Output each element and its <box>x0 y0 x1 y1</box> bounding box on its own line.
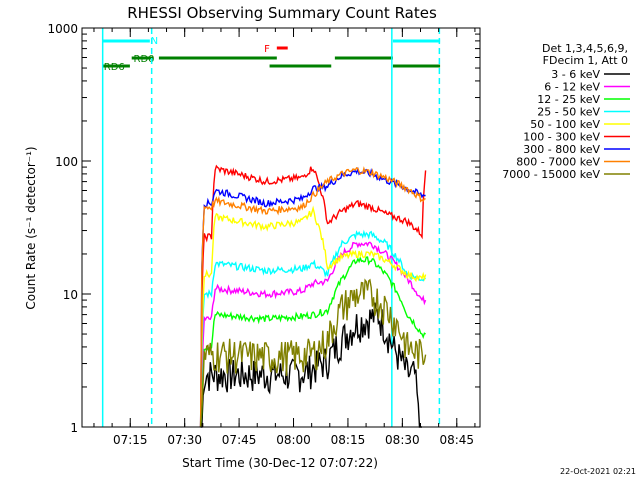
series-line-6 <box>199 166 426 428</box>
state-vlines <box>101 28 441 427</box>
legend: Det 1,3,4,5,6,9, FDecim 1, Att 0 3 - 6 k… <box>502 42 630 181</box>
x-axis-label: Start Time (30-Dec-12 07:07:22) <box>182 456 378 470</box>
series-line-2 <box>199 255 426 428</box>
y-axis-ticks: 1 10 100 1000 <box>47 22 480 435</box>
series-line-7 <box>199 166 426 428</box>
state-label-N: N <box>151 36 158 47</box>
x-tick-label-6: 08:45 <box>439 433 474 447</box>
x-tick-label-2: 07:45 <box>222 433 257 447</box>
legend-label-8: 7000 - 15000 keV <box>502 168 600 181</box>
legend-label-6: 300 - 800 keV <box>523 143 600 156</box>
plot-frame <box>81 27 481 428</box>
series-line-3 <box>199 229 426 428</box>
legend-label-0: 3 - 6 keV <box>551 68 600 81</box>
series-lines <box>199 164 427 428</box>
legend-label-4: 50 - 100 keV <box>530 118 600 131</box>
series-line-0 <box>200 302 422 428</box>
state-label-RD6: RD6 <box>104 62 125 73</box>
y-axis-label: Count Rate (s⁻¹ detector⁻¹) <box>24 146 38 309</box>
legend-label-2: 12 - 25 keV <box>537 93 600 106</box>
y-tick-label-2: 100 <box>55 155 78 169</box>
series-line-1 <box>199 241 427 428</box>
series-line-4 <box>199 205 427 428</box>
x-tick-label-4: 08:15 <box>331 433 366 447</box>
series-line-5 <box>199 164 427 428</box>
legend-header-line-1: Det 1,3,4,5,6,9, <box>542 42 628 55</box>
legend-label-3: 25 - 50 keV <box>537 106 600 119</box>
state-bars: N RD0 RD6 F <box>102 36 441 73</box>
legend-header-line-2: FDecim 1, Att 0 <box>543 54 628 67</box>
x-axis-ticks: 07:15 07:30 07:45 08:00 08:15 08:30 08:45 <box>93 28 476 447</box>
x-tick-label-3: 08:00 <box>276 433 311 447</box>
state-label-F: F <box>264 44 270 55</box>
x-tick-label-5: 08:30 <box>385 433 420 447</box>
y-tick-label-3: 1000 <box>47 22 78 36</box>
y-tick-label-0: 1 <box>70 421 78 435</box>
chart-title: RHESSI Observing Summary Count Rates <box>127 4 437 22</box>
legend-label-5: 100 - 300 keV <box>523 131 600 144</box>
legend-label-1: 6 - 12 keV <box>544 81 600 94</box>
legend-label-7: 800 - 7000 keV <box>516 156 600 169</box>
x-tick-label-0: 07:15 <box>113 433 148 447</box>
x-tick-label-1: 07:30 <box>167 433 202 447</box>
state-label-RD0: RD0 <box>134 54 155 65</box>
series-line-8 <box>199 278 427 428</box>
y-tick-label-1: 10 <box>63 288 78 302</box>
footer-timestamp: 22-Oct-2021 02:21 <box>560 467 636 476</box>
